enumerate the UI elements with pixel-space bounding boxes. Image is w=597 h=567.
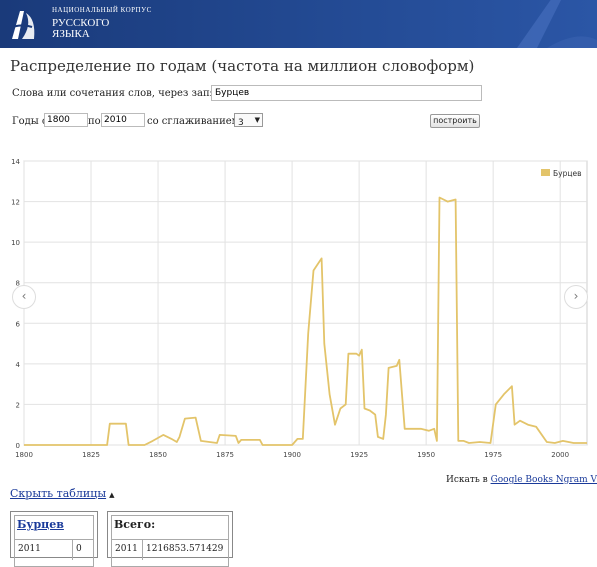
frequency-chart: 0 2 4 6 8 10 12 14 1800 1825 1850 1875 1900 1925 1950 1… — [0, 150, 597, 468]
y-tick-label: 2 — [16, 401, 20, 409]
x-tick-label: 2000 — [551, 451, 569, 459]
word-table-head-link[interactable]: Бурцев — [17, 518, 64, 531]
legend-swatch — [541, 169, 550, 176]
y-tick-label: 4 — [16, 361, 21, 369]
y-tick-label: 6 — [16, 320, 21, 328]
y-tick-label: 12 — [11, 199, 20, 207]
chevron-right-icon[interactable]: › — [564, 285, 588, 309]
logo-line-2: РУССКОГО — [52, 17, 110, 29]
header-decoration-icon — [517, 0, 597, 48]
y-tick-label: 10 — [11, 239, 20, 247]
ngram-prefix: Искать в — [446, 475, 488, 485]
site-header: НАЦИОНАЛЬНЫЙ КОРПУС РУССКОГО ЯЗЫКА — [0, 0, 597, 48]
logo-line-3: ЯЗЫКА — [52, 28, 90, 40]
series-line — [24, 196, 587, 446]
x-tick-label: 1950 — [417, 451, 435, 459]
x-tick-label: 1925 — [350, 451, 368, 459]
y-tick-label: 8 — [16, 280, 20, 288]
word-table-head: Бурцев — [17, 518, 64, 531]
hide-tables-link[interactable]: Скрыть таблицы — [10, 487, 107, 500]
page-title: Распределение по годам (частота на милли… — [10, 57, 475, 75]
smoothing-select[interactable]: 3 ▼ — [234, 113, 263, 128]
word-table-row: 2011 0 — [14, 539, 94, 560]
logo-line-1: НАЦИОНАЛЬНЫЙ КОРПУС — [52, 6, 152, 14]
chart-svg: 0 2 4 6 8 10 12 14 1800 1825 1850 1875 1900 1925 1950 1… — [11, 158, 588, 459]
x-tick-label: 1975 — [484, 451, 502, 459]
smoothing-label: со сглаживанием — [147, 116, 240, 127]
word-table: Бурцев 2011 0 — [10, 511, 98, 567]
triangle-up-icon: ▲ — [109, 491, 115, 499]
x-tick-label: 1900 — [283, 451, 301, 459]
y-tick-label: 0 — [16, 442, 20, 450]
total-table-year: 2011 — [115, 544, 138, 554]
ngram-viewer-link[interactable]: Google Books Ngram Viewer — [490, 475, 597, 485]
year-from-input[interactable] — [44, 113, 88, 127]
total-table-row: 2011 1216853.571429 — [111, 539, 229, 560]
words-label: Слова или сочетания слов, через запятую: — [12, 88, 240, 99]
hide-tables: Скрыть таблицы ▲ — [10, 487, 114, 500]
corpus-logo-icon[interactable] — [6, 5, 46, 41]
words-input[interactable] — [211, 85, 482, 101]
word-table-year: 2011 — [18, 544, 41, 554]
years-to-label: по — [88, 116, 101, 127]
x-tick-label: 1850 — [149, 451, 167, 459]
total-table-divider — [142, 540, 143, 560]
total-table-value: 1216853.571429 — [146, 544, 224, 554]
years-from-label: Годы с — [12, 116, 48, 127]
word-table-divider — [72, 540, 73, 560]
x-tick-label: 1825 — [82, 451, 100, 459]
corpus-logo-text[interactable]: НАЦИОНАЛЬНЫЙ КОРПУС РУССКОГО ЯЗЫКА — [52, 5, 152, 40]
years-row: Годы с по со сглаживанием 3 ▼ построить — [12, 113, 582, 129]
chevron-down-icon: ▼ — [254, 116, 260, 124]
year-to-input[interactable] — [101, 113, 145, 127]
legend-label: Бурцев — [553, 169, 581, 178]
ngram-search: Искать в Google Books Ngram Viewer — [446, 475, 597, 485]
total-table: Всего: 2011 1216853.571429 — [107, 511, 233, 567]
total-table-head: Всего: — [114, 518, 156, 531]
chevron-left-icon[interactable]: ‹ — [12, 285, 36, 309]
y-tick-label: 14 — [11, 158, 20, 166]
word-table-value: 0 — [76, 544, 82, 554]
x-tick-label: 1800 — [15, 451, 33, 459]
build-button[interactable]: построить — [430, 114, 480, 128]
x-tick-label: 1875 — [216, 451, 234, 459]
smoothing-value: 3 — [238, 118, 244, 128]
